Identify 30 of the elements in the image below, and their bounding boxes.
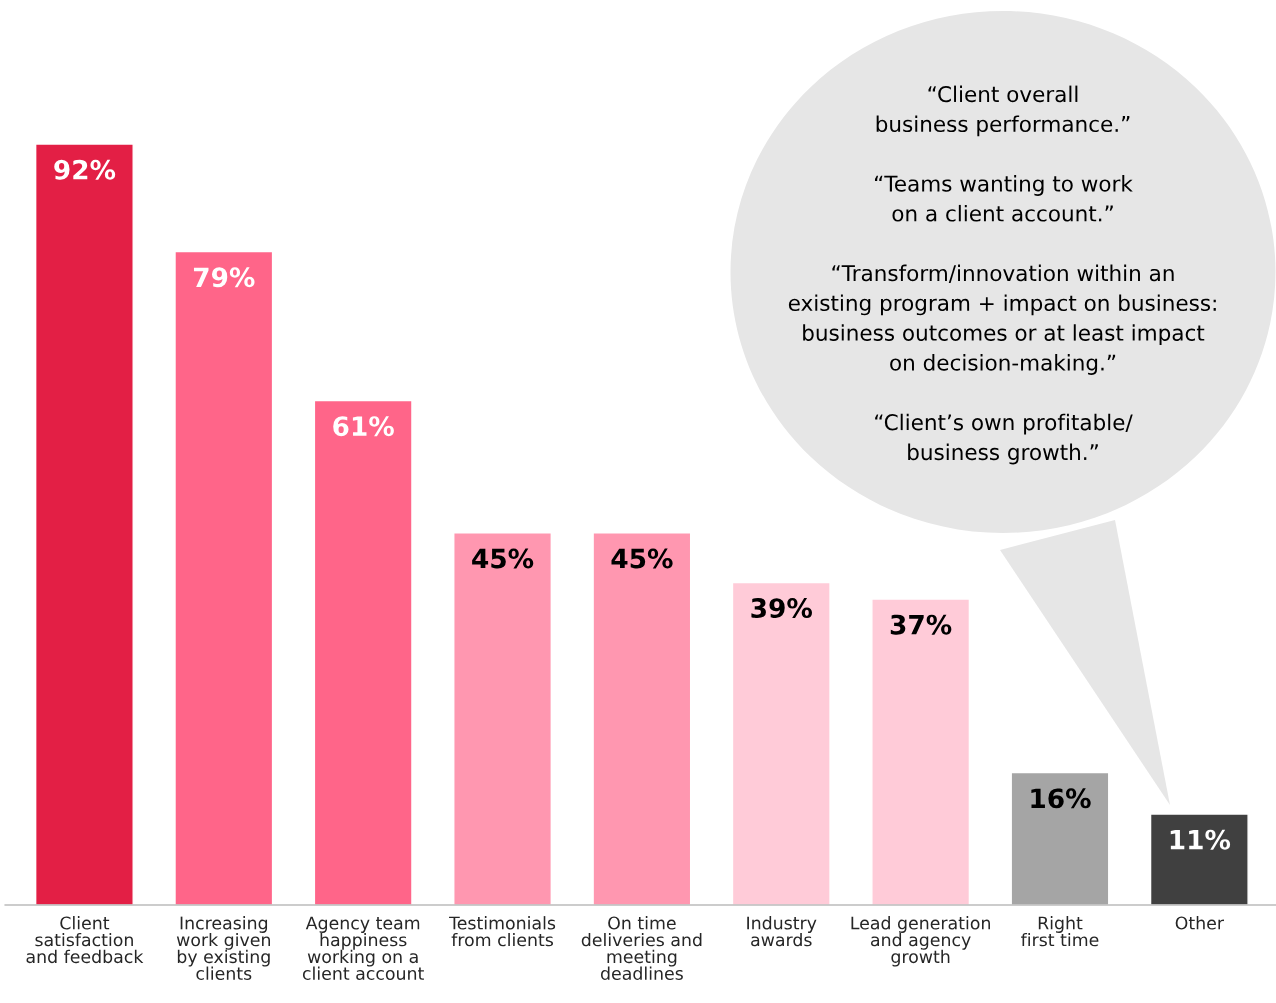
text: “Client overall business performance.” [876, 85, 1130, 137]
x-tick-label: On time deliveries and meeting deadlines [581, 916, 702, 980]
x-tick-label: Right first time [1021, 916, 1099, 947]
x-tick-label: Industry awards [747, 916, 817, 947]
x-tick-label: Agency team happiness working on a client account [302, 916, 424, 980]
bar [313, 399, 413, 905]
x-tick-label: Other [1175, 916, 1224, 930]
data-label: 61% [333, 416, 394, 437]
bar [453, 532, 553, 905]
bar [174, 250, 274, 905]
bar [1149, 813, 1249, 905]
x-tick-label: Lead generation and agency growth [851, 916, 990, 967]
bar [34, 143, 134, 905]
data-label: 16% [1031, 788, 1091, 809]
data-label: 45% [611, 548, 673, 569]
data-label: 45% [472, 548, 534, 569]
x-tick-label: Increasing work given by existing clients [176, 916, 270, 980]
bar [592, 532, 692, 905]
data-label: 37% [890, 614, 952, 635]
annotation: “Client’s own profitable/ business growth.” [875, 413, 1133, 465]
annotation: “Teams wanting to work on a client account.” [875, 175, 1133, 222]
bar [871, 598, 971, 905]
annotation: “Transform/innovation within an existing program + impact on business: business outcomes or at least impact on decision-making.” [788, 264, 1216, 375]
x-tick-label: Client satisfaction and feedback [26, 916, 144, 964]
data-label: 11% [1170, 829, 1231, 850]
x-tick-label: Testimonials from clients [449, 916, 556, 947]
data-label: 39% [751, 598, 812, 619]
data-label: 92% [54, 159, 116, 180]
bar [731, 581, 831, 905]
data-label: 79% [193, 267, 255, 288]
